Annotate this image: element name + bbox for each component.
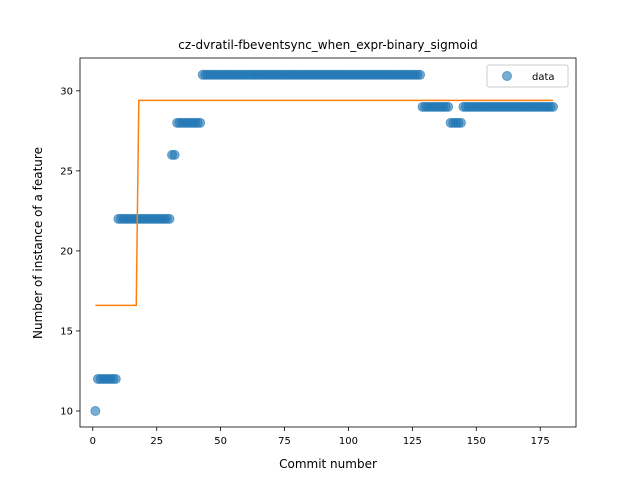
- y-tick-label-4: 30: [60, 86, 73, 97]
- y-tick-label-0: 10: [60, 406, 73, 417]
- x-tick-label-1: 25: [150, 436, 163, 447]
- y-tick-label-2: 20: [60, 246, 73, 257]
- data-point-143: [455, 117, 466, 128]
- data-point-138: [443, 101, 454, 112]
- x-tick-label-0: 0: [90, 436, 96, 447]
- axes: 0 25 50 75 100 125 150 175 10 15 20 25 30: [60, 57, 577, 447]
- x-tick-label-7: 175: [531, 436, 550, 447]
- x-tick-label-6: 150: [467, 436, 486, 447]
- legend: data: [486, 64, 569, 88]
- y-axis-title: Number of instance of a feature: [31, 147, 45, 339]
- x-tick-label-5: 125: [403, 436, 422, 447]
- data-point-29: [164, 213, 175, 224]
- legend-frame: [486, 64, 569, 88]
- plot-area: [90, 69, 558, 416]
- legend-label-data: data: [532, 72, 555, 83]
- y-tick-label-3: 25: [60, 166, 73, 177]
- y-tick-label-1: 15: [60, 326, 73, 337]
- x-tick-label-4: 100: [339, 436, 358, 447]
- x-tick-label-2: 50: [214, 436, 227, 447]
- data-point-127: [415, 69, 426, 80]
- data-point-31: [169, 149, 180, 160]
- chart-title: cz-dvratil-fbeventsync_when_expr-binary_…: [178, 38, 477, 52]
- axes-frame: [79, 57, 577, 428]
- x-tick-label-3: 75: [278, 436, 291, 447]
- fit-line: [95, 99, 553, 307]
- data-point-8: [110, 373, 121, 384]
- legend-marker-data: [502, 71, 512, 81]
- x-axis-title: Commit number: [279, 457, 377, 471]
- data-point-179: [547, 101, 558, 112]
- data-point-41: [195, 117, 206, 128]
- data-point-0: [90, 405, 101, 416]
